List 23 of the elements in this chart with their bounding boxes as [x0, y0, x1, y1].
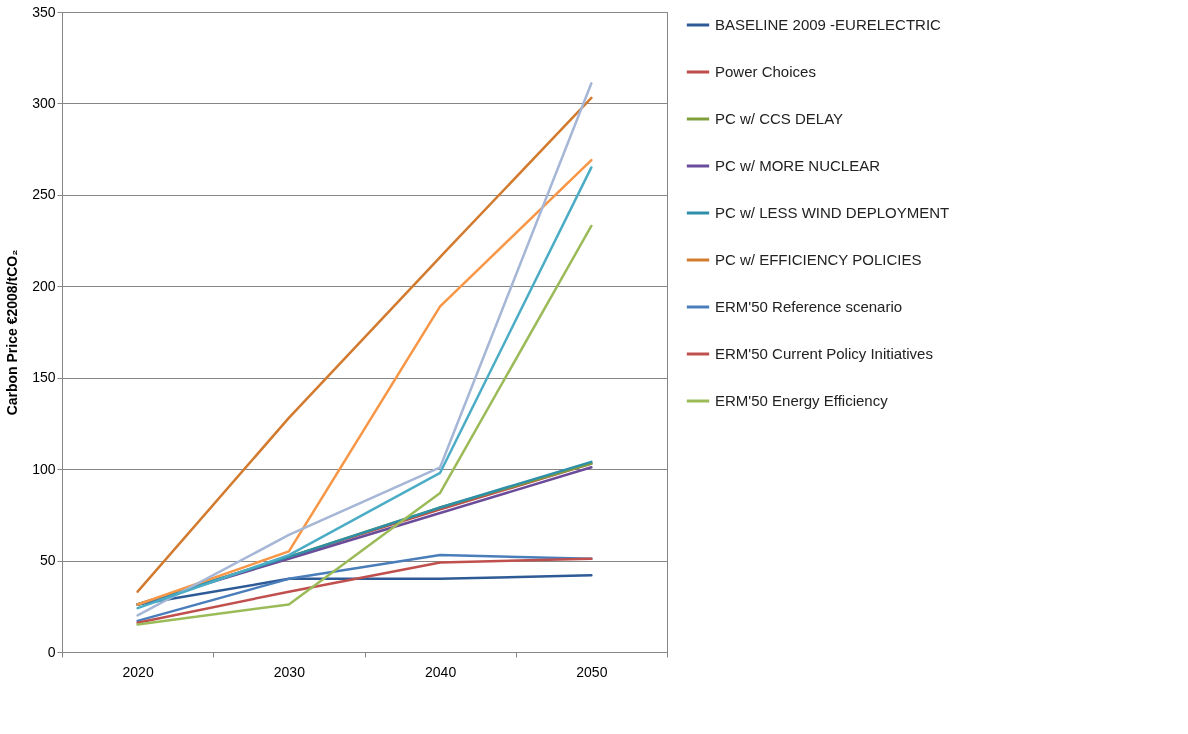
- legend-label: ERM'50 Current Policy Initiatives: [715, 345, 933, 362]
- legend-label: PC w/ LESS WIND DEPLOYMENT: [715, 204, 950, 221]
- y-tick-label: 350: [32, 3, 56, 20]
- y-tick-label: 50: [39, 552, 56, 569]
- x-tick-label: 2040: [425, 663, 457, 680]
- legend-label: Power Choices: [715, 63, 816, 80]
- y-tick-label: 0: [47, 643, 56, 660]
- legend-label: ERM'50 Energy Efficiency: [715, 392, 889, 409]
- legend-label: ERM'50 Reference scenario: [715, 298, 903, 315]
- y-axis-title: Carbon Price €2008/tCO₂: [4, 249, 21, 416]
- legend-label: BASELINE 2009 -EURELECTRIC: [715, 16, 942, 33]
- y-tick-label: 300: [32, 94, 56, 111]
- x-tick-label: 2020: [122, 663, 154, 680]
- y-tick-label: 150: [32, 369, 56, 386]
- y-tick-label: 200: [32, 277, 56, 294]
- x-tick-label: 2030: [273, 663, 306, 680]
- legend-label: PC w/ CCS DELAY: [715, 110, 844, 127]
- x-tick-label: 2050: [576, 663, 608, 680]
- legend-label: PC w/ EFFICIENCY POLICIES: [715, 251, 922, 268]
- y-tick-label: 250: [32, 186, 56, 203]
- line-series: [136, 224, 593, 626]
- legend-label: PC w/ MORE NUCLEAR: [715, 157, 881, 174]
- y-tick-label: 100: [32, 460, 56, 477]
